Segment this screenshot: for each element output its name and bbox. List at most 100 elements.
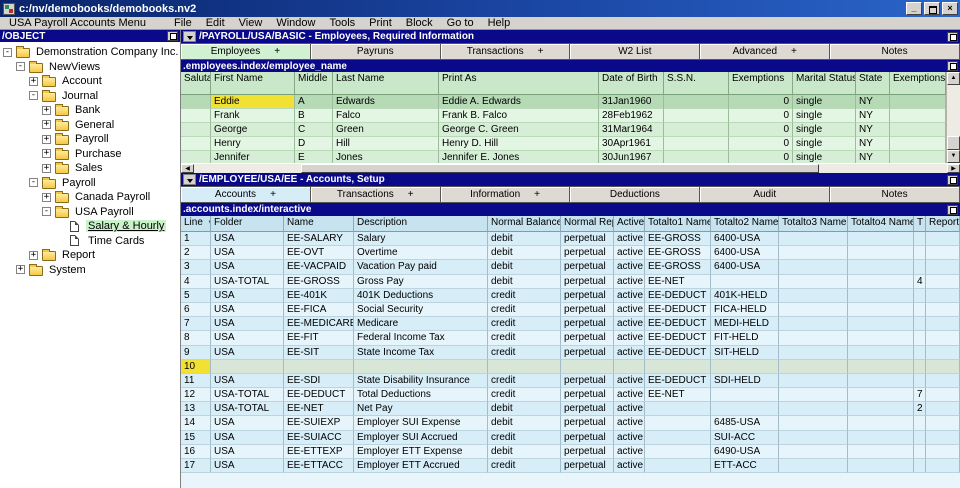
cell-name[interactable]: EE-NET	[284, 402, 354, 417]
cell-line[interactable]: 5	[181, 288, 211, 303]
cell-description[interactable]: Federal Income Tax	[354, 331, 488, 346]
cell-normal-rep[interactable]: perpetual	[561, 444, 614, 459]
cell-description[interactable]: Gross Pay	[354, 274, 488, 289]
tree-item[interactable]: Salary & Hourly	[0, 219, 180, 234]
employee-row[interactable]: Eddie A Edwards Eddie A. Edwards 31Jan19…	[181, 95, 946, 109]
cell-name[interactable]: EE-FICA	[284, 302, 354, 318]
cell-active[interactable]: active	[614, 345, 645, 360]
cell-marital-status[interactable]: single	[793, 123, 856, 137]
tree-toggle-icon[interactable]: +	[42, 133, 51, 144]
cell-name[interactable]: EE-FIT	[284, 331, 354, 346]
cell-description[interactable]: Overtime	[354, 246, 488, 261]
column-header[interactable]: Print As	[439, 72, 599, 95]
cell-description[interactable]: Employer SUI Accrued	[354, 430, 488, 445]
tree-item[interactable]: - USA Payroll	[0, 205, 180, 220]
cell-middle[interactable]: C	[295, 123, 333, 137]
cell-description[interactable]: Employer ETT Expense	[354, 444, 488, 459]
cell-totalto2[interactable]: SUI-ACC	[711, 430, 779, 445]
cell-active[interactable]: active	[614, 444, 645, 459]
cell-totalto2[interactable]: 6400-USA	[711, 260, 779, 275]
cell-report[interactable]	[926, 416, 960, 431]
cell-report[interactable]	[926, 388, 960, 403]
cell-totalto4[interactable]	[848, 388, 914, 403]
cell-description[interactable]: Total Deductions	[354, 388, 488, 403]
tree-toggle-icon[interactable]: +	[42, 119, 51, 130]
menu-item[interactable]: Print	[369, 16, 392, 29]
cell-line[interactable]: 7	[181, 317, 211, 332]
cell-totalto4[interactable]	[848, 373, 914, 389]
column-header[interactable]: Active	[614, 216, 645, 232]
cell-totalto4[interactable]	[848, 459, 914, 474]
cell-name[interactable]: EE-SUIEXP	[284, 416, 354, 431]
cell-date-of-birth[interactable]: 30Jun1967	[599, 151, 664, 163]
minimize-button[interactable]: _	[906, 2, 922, 15]
cell-totalto3[interactable]	[779, 402, 848, 417]
cell-totalto4[interactable]	[848, 331, 914, 346]
cell-normal-balance[interactable]: credit	[488, 345, 561, 360]
cell-totalto2[interactable]: FIT-HELD	[711, 331, 779, 346]
cell-totalto2[interactable]	[711, 388, 779, 403]
account-row[interactable]: 7 USA EE-MEDICARE Medicare credit perpet…	[181, 317, 960, 332]
cell-normal-balance[interactable]: debit	[488, 416, 561, 431]
restore-icon[interactable]	[947, 204, 958, 215]
cell-line[interactable]: 14	[181, 416, 211, 431]
cell-t[interactable]	[914, 232, 926, 247]
cell-state[interactable]: NY	[856, 137, 890, 151]
menu-item[interactable]: Edit	[205, 16, 225, 29]
cell-marital-status[interactable]: single	[793, 95, 856, 109]
column-header[interactable]: Date of Birth	[599, 72, 664, 95]
cell-totalto1[interactable]	[645, 416, 711, 431]
column-header[interactable]: Exemptions	[890, 72, 946, 95]
cell-totalto4[interactable]	[848, 288, 914, 303]
cell-active[interactable]: active	[614, 260, 645, 275]
cell-totalto4[interactable]	[848, 402, 914, 417]
cell-folder[interactable]: USA	[211, 430, 284, 445]
cell-middle[interactable]: E	[295, 151, 333, 163]
cell-totalto4[interactable]	[848, 317, 914, 332]
cell-t[interactable]	[914, 302, 926, 318]
cell-report[interactable]	[926, 402, 960, 417]
cell-description[interactable]: Vacation Pay paid	[354, 260, 488, 275]
cell-t[interactable]	[914, 345, 926, 360]
cell-ssn[interactable]	[664, 95, 729, 109]
account-row[interactable]: 6 USA EE-FICA Social Security credit per…	[181, 302, 960, 318]
cell-name[interactable]: EE-OVT	[284, 246, 354, 261]
cell-report[interactable]	[926, 459, 960, 474]
cell-line[interactable]: 16	[181, 444, 211, 459]
cell-normal-rep[interactable]: perpetual	[561, 373, 614, 389]
cell-totalto4[interactable]	[848, 345, 914, 360]
cell-folder[interactable]: USA	[211, 246, 284, 261]
tree-item[interactable]: + General	[0, 118, 180, 133]
cell-report[interactable]	[926, 444, 960, 459]
cell-totalto2[interactable]: MEDI-HELD	[711, 317, 779, 332]
column-header[interactable]: S.S.N.	[664, 72, 729, 95]
tree-toggle-icon[interactable]	[55, 236, 64, 245]
cell-totalto1[interactable]: EE-DEDUCT	[645, 317, 711, 332]
cell-t[interactable]	[914, 331, 926, 346]
cell-description[interactable]: Salary	[354, 232, 488, 247]
cell-active[interactable]: active	[614, 232, 645, 247]
cell-marital-status[interactable]: single	[793, 109, 856, 123]
menu-item[interactable]: View	[238, 16, 263, 29]
tab[interactable]: Payruns	[310, 43, 441, 60]
column-header[interactable]: Totalto1 Name	[645, 216, 711, 232]
cell-print-as[interactable]: Jennifer E. Jones	[439, 151, 599, 163]
cell-active[interactable]: active	[614, 373, 645, 389]
tab[interactable]: Notes	[830, 43, 960, 60]
cell-totalto1[interactable]: EE-DEDUCT	[645, 373, 711, 389]
tree-item[interactable]: - Demonstration Company Inc.	[0, 45, 180, 60]
cell-normal-rep[interactable]: perpetual	[561, 331, 614, 346]
cell-totalto2[interactable]: 6400-USA	[711, 232, 779, 247]
column-header[interactable]: Exemptions	[729, 72, 793, 95]
cell-ssn[interactable]	[664, 137, 729, 151]
account-row[interactable]: 13 USA-TOTAL EE-NET Net Pay debit perpet…	[181, 402, 960, 417]
employee-row[interactable]: Frank B Falco Frank B. Falco 28Feb1962 0…	[181, 109, 946, 123]
cell-totalto2[interactable]: 401K-HELD	[711, 288, 779, 303]
cell-line[interactable]: 6	[181, 302, 211, 318]
account-row[interactable]: 4 USA-TOTAL EE-GROSS Gross Pay debit per…	[181, 274, 960, 289]
cell-normal-balance[interactable]: credit	[488, 459, 561, 474]
cell-totalto1[interactable]	[645, 444, 711, 459]
tab[interactable]: W2 List	[570, 43, 701, 60]
cell-normal-rep[interactable]: perpetual	[561, 430, 614, 445]
cell-normal-rep[interactable]: perpetual	[561, 302, 614, 318]
